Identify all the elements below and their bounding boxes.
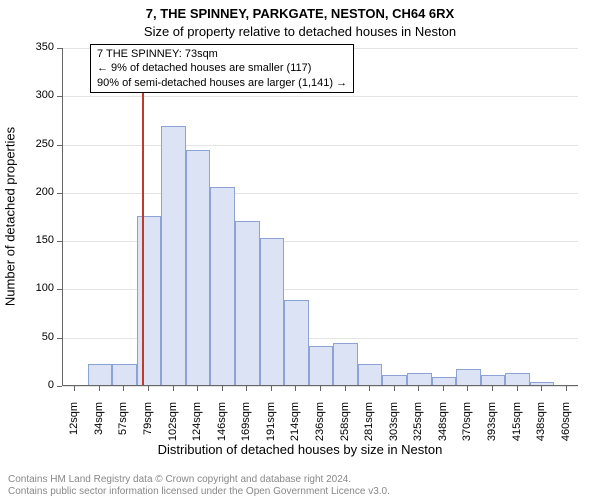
histogram-bar xyxy=(309,346,334,385)
xtick-mark xyxy=(295,386,296,391)
histogram-bar xyxy=(456,369,481,385)
xtick-mark xyxy=(369,386,370,391)
xtick-mark xyxy=(99,386,100,391)
xtick-label: 460sqm xyxy=(560,402,572,452)
footer-line2: Contains public sector information licen… xyxy=(8,486,390,498)
xtick-label: 281sqm xyxy=(363,402,375,452)
annotation-box: 7 THE SPINNEY: 73sqm ← 9% of detached ho… xyxy=(90,44,354,93)
ytick-mark xyxy=(57,145,62,146)
histogram-bar xyxy=(358,364,383,385)
xtick-mark xyxy=(492,386,493,391)
xtick-label: 191sqm xyxy=(265,402,277,452)
histogram-bar xyxy=(382,375,407,385)
ytick-label: 150 xyxy=(24,234,54,246)
xtick-label: 438sqm xyxy=(535,402,547,452)
xtick-mark xyxy=(246,386,247,391)
ytick-label: 300 xyxy=(24,89,54,101)
xtick-mark xyxy=(517,386,518,391)
xtick-label: 12sqm xyxy=(68,402,80,452)
histogram-bar xyxy=(186,150,211,385)
xtick-label: 79sqm xyxy=(142,402,154,452)
xtick-label: 258sqm xyxy=(339,402,351,452)
footer: Contains HM Land Registry data © Crown c… xyxy=(8,474,390,498)
xtick-mark xyxy=(418,386,419,391)
histogram-bar xyxy=(432,377,457,385)
histogram-bar xyxy=(88,364,113,385)
xtick-mark xyxy=(123,386,124,391)
xtick-mark xyxy=(222,386,223,391)
histogram-bar xyxy=(235,221,260,385)
ytick-label: 0 xyxy=(24,379,54,391)
histogram-bar xyxy=(161,126,186,385)
xtick-label: 236sqm xyxy=(314,402,326,452)
xtick-label: 57sqm xyxy=(117,402,129,452)
plot-area xyxy=(62,48,578,386)
annotation-line1: 7 THE SPINNEY: 73sqm xyxy=(97,47,347,61)
xtick-mark xyxy=(467,386,468,391)
xtick-label: 325sqm xyxy=(412,402,424,452)
xtick-label: 124sqm xyxy=(191,402,203,452)
xtick-label: 169sqm xyxy=(240,402,252,452)
gridline xyxy=(63,193,578,194)
reference-line xyxy=(142,48,144,385)
xtick-label: 146sqm xyxy=(216,402,228,452)
ytick-mark xyxy=(57,289,62,290)
xtick-label: 214sqm xyxy=(289,402,301,452)
xtick-label: 393sqm xyxy=(486,402,498,452)
xtick-mark xyxy=(345,386,346,391)
ytick-mark xyxy=(57,193,62,194)
histogram-bar xyxy=(112,364,137,385)
xtick-mark xyxy=(394,386,395,391)
ytick-mark xyxy=(57,96,62,97)
chart-title-line1: 7, THE SPINNEY, PARKGATE, NESTON, CH64 6… xyxy=(0,6,600,21)
xtick-label: 415sqm xyxy=(511,402,523,452)
xtick-mark xyxy=(443,386,444,391)
xtick-mark xyxy=(271,386,272,391)
xtick-label: 34sqm xyxy=(93,402,105,452)
xtick-mark xyxy=(566,386,567,391)
xtick-mark xyxy=(173,386,174,391)
histogram-bar xyxy=(284,300,309,385)
xtick-label: 370sqm xyxy=(461,402,473,452)
xtick-mark xyxy=(148,386,149,391)
histogram-bar xyxy=(210,187,235,385)
annotation-line3: 90% of semi-detached houses are larger (… xyxy=(97,76,347,90)
histogram-bar xyxy=(505,373,530,385)
ytick-label: 100 xyxy=(24,282,54,294)
gridline xyxy=(63,96,578,97)
xtick-mark xyxy=(541,386,542,391)
xtick-label: 348sqm xyxy=(437,402,449,452)
xtick-mark xyxy=(74,386,75,391)
ytick-mark xyxy=(57,386,62,387)
footer-line1: Contains HM Land Registry data © Crown c… xyxy=(8,474,390,486)
histogram-bar xyxy=(530,382,555,385)
xtick-label: 102sqm xyxy=(167,402,179,452)
ytick-label: 250 xyxy=(24,138,54,150)
xtick-mark xyxy=(197,386,198,391)
ytick-mark xyxy=(57,48,62,49)
y-axis-label: Number of detached properties xyxy=(3,117,18,317)
ytick-label: 50 xyxy=(24,331,54,343)
ytick-mark xyxy=(57,338,62,339)
histogram-bar xyxy=(481,375,506,385)
annotation-line2: ← 9% of detached houses are smaller (117… xyxy=(97,61,347,75)
ytick-label: 350 xyxy=(24,41,54,53)
histogram-bar xyxy=(260,238,285,385)
histogram-bar xyxy=(407,373,432,385)
xtick-label: 303sqm xyxy=(388,402,400,452)
histogram-bar xyxy=(333,343,358,385)
chart-title-line2: Size of property relative to detached ho… xyxy=(0,24,600,39)
histogram-bar xyxy=(137,216,162,385)
ytick-label: 200 xyxy=(24,186,54,198)
xtick-mark xyxy=(320,386,321,391)
ytick-mark xyxy=(57,241,62,242)
gridline xyxy=(63,145,578,146)
